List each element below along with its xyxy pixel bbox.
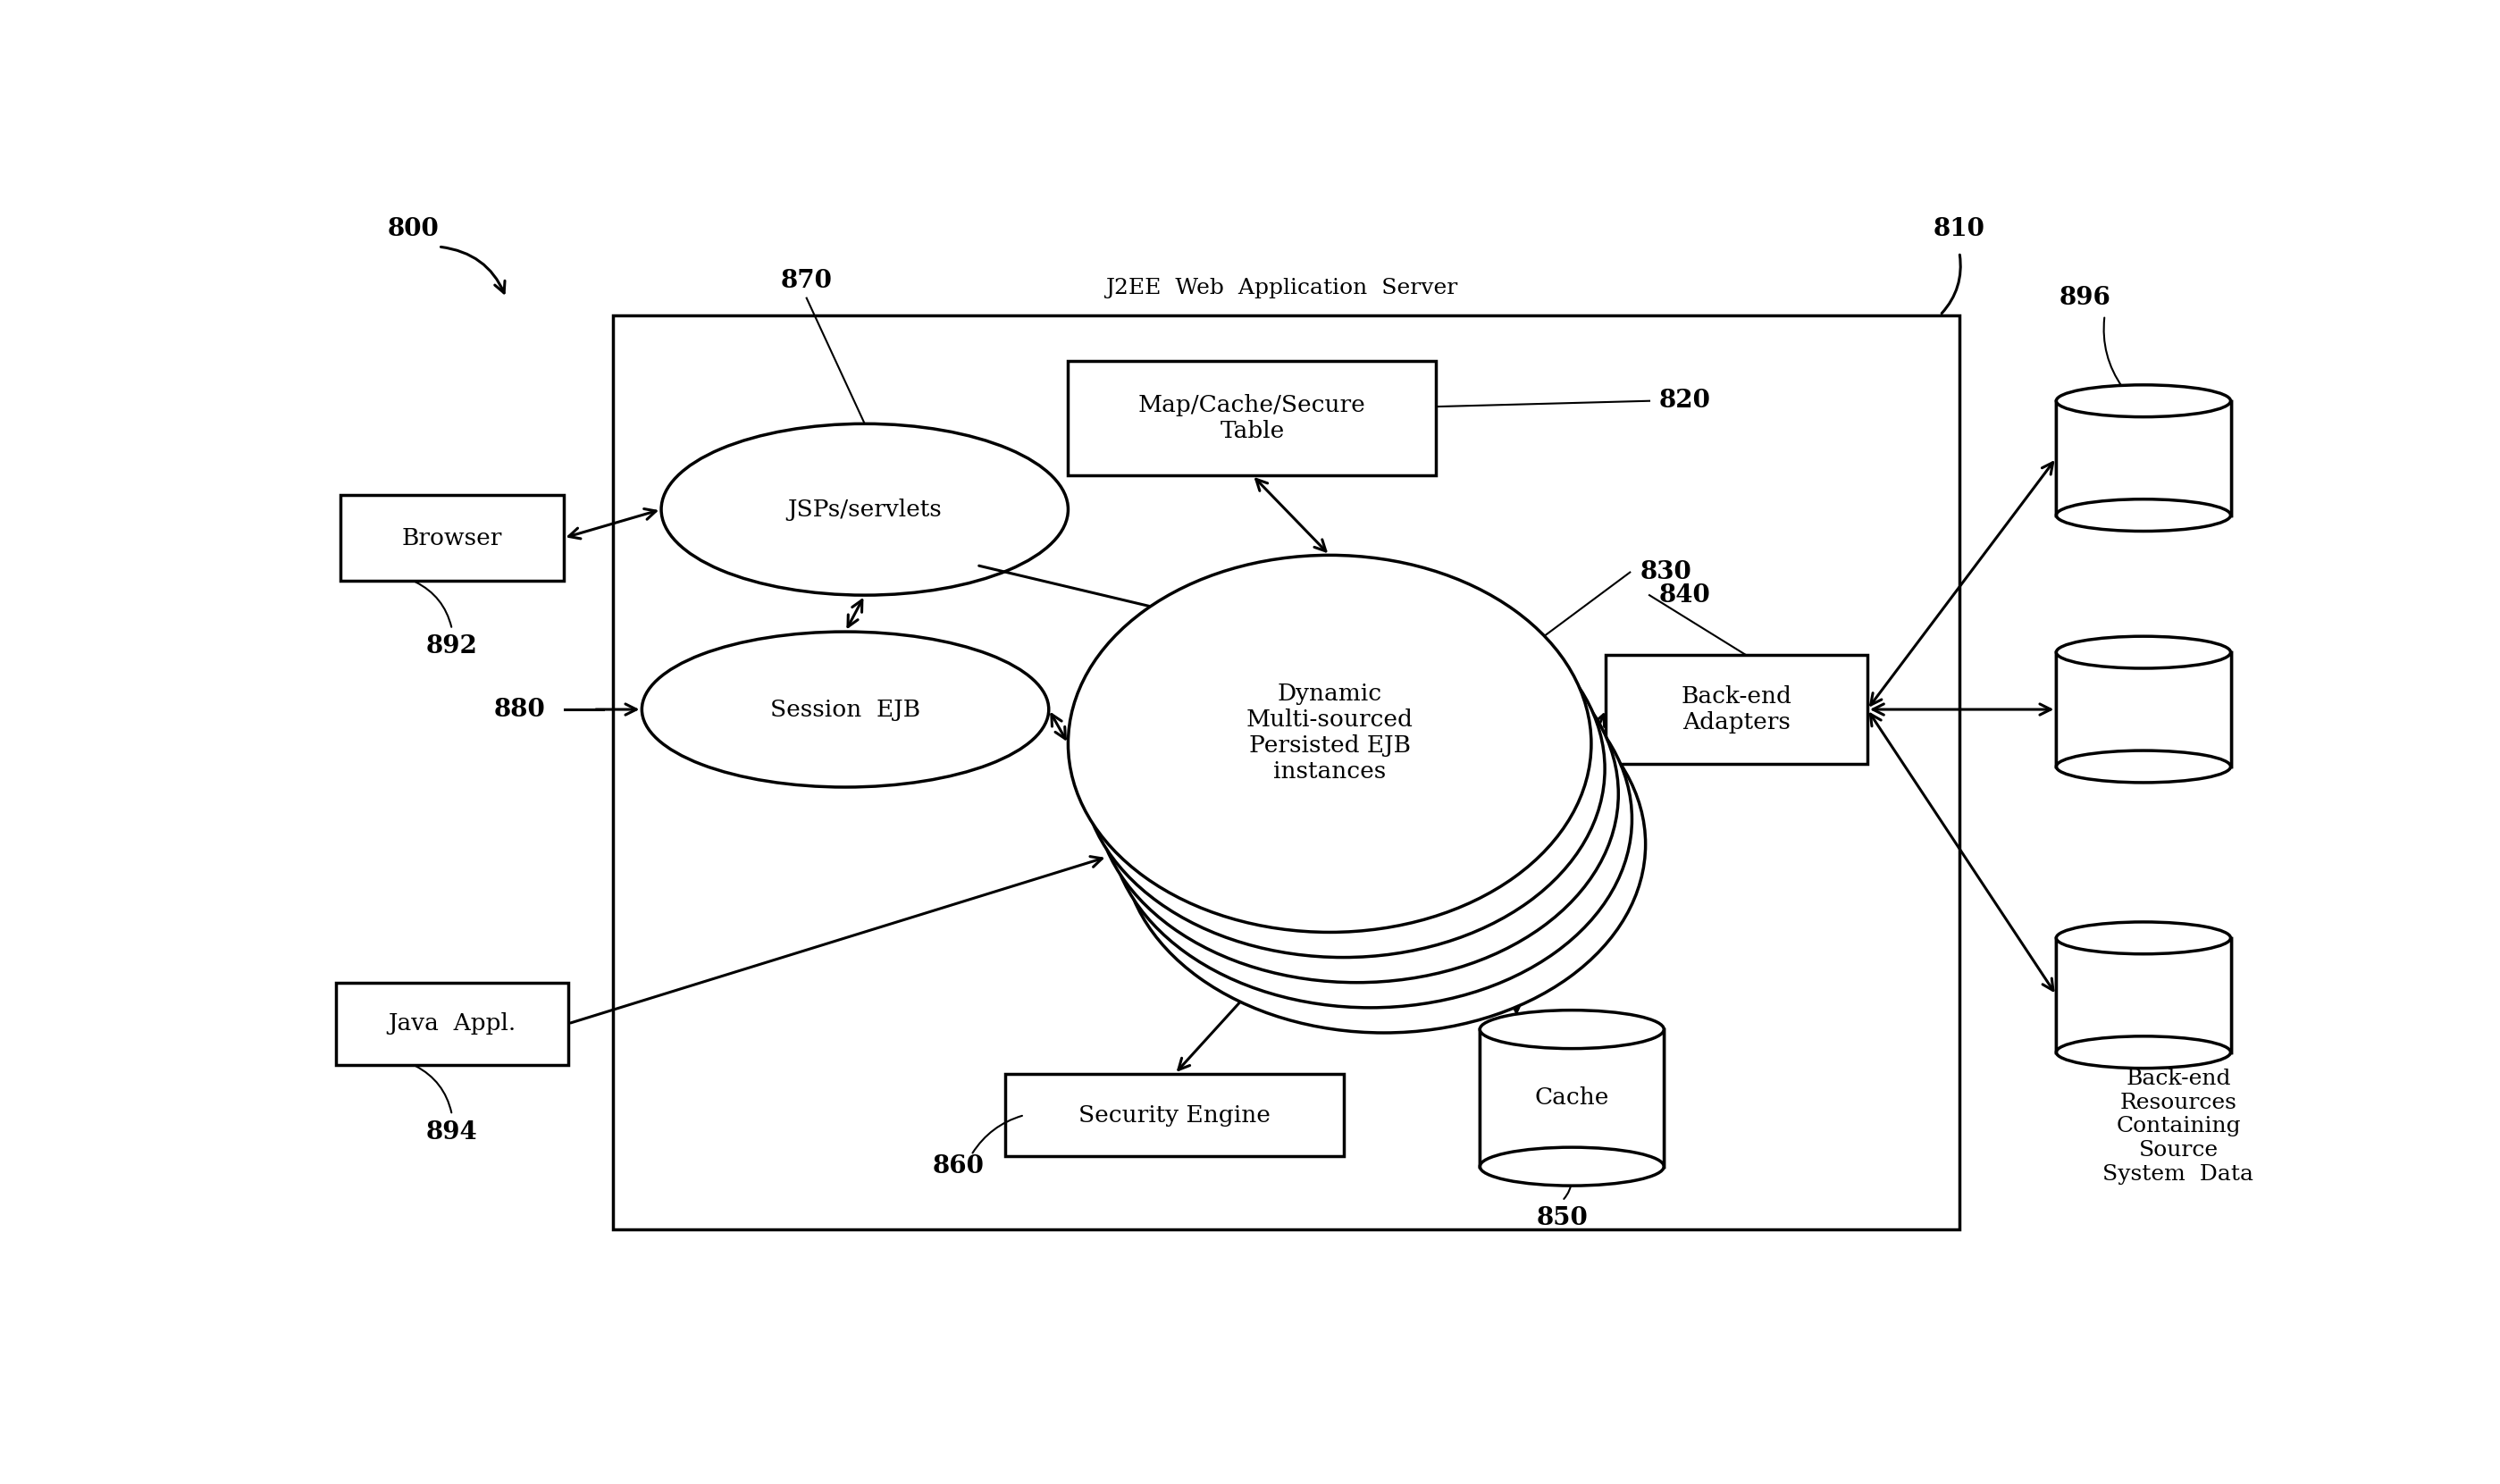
Ellipse shape (2055, 922, 2230, 954)
Ellipse shape (1095, 605, 1618, 982)
Ellipse shape (642, 632, 1050, 787)
Text: 896: 896 (2060, 286, 2110, 310)
Ellipse shape (1480, 1011, 1665, 1049)
Ellipse shape (2055, 637, 2230, 668)
Ellipse shape (1110, 631, 1632, 1008)
Text: Session  EJB: Session EJB (770, 699, 920, 721)
Ellipse shape (2055, 384, 2230, 417)
Bar (2055, 938, 2230, 1052)
Text: 830: 830 (1640, 561, 1692, 585)
Text: Browser: Browser (402, 527, 502, 549)
Text: Security Engine: Security Engine (1078, 1104, 1270, 1126)
Bar (2055, 401, 2230, 515)
Bar (1068, 361, 1438, 475)
Bar (340, 496, 562, 580)
Text: J2EE  Web  Application  Server: J2EE Web Application Server (1105, 278, 1458, 298)
Ellipse shape (2055, 1036, 2230, 1068)
Text: 860: 860 (932, 1155, 985, 1178)
Bar (1005, 1074, 1345, 1156)
Ellipse shape (2055, 499, 2230, 531)
Text: Back-end
Resources
Containing
Source
System  Data: Back-end Resources Containing Source Sys… (2102, 1068, 2255, 1184)
Bar (1605, 654, 1867, 764)
Text: 892: 892 (425, 635, 478, 659)
Text: 894: 894 (425, 1120, 478, 1144)
Ellipse shape (660, 424, 1068, 595)
Bar (2055, 653, 2230, 767)
Bar (1480, 1030, 1665, 1166)
Ellipse shape (1480, 1147, 1665, 1186)
Text: Dynamic
Multi-sourced
Persisted EJB
instances: Dynamic Multi-sourced Persisted EJB inst… (1245, 683, 1412, 782)
Text: Map/Cache/Secure
Table: Map/Cache/Secure Table (1138, 393, 1365, 442)
Ellipse shape (1123, 656, 1645, 1033)
Text: 880: 880 (492, 697, 545, 721)
Ellipse shape (1068, 555, 1592, 932)
Bar (612, 315, 1960, 1229)
Text: Cache: Cache (1535, 1086, 1610, 1109)
Text: 810: 810 (1933, 218, 1985, 242)
Text: 870: 870 (780, 269, 832, 292)
Text: 850: 850 (1538, 1206, 1588, 1230)
Ellipse shape (1082, 580, 1605, 957)
Text: JSPs/servlets: JSPs/servlets (788, 499, 942, 521)
Text: 800: 800 (388, 218, 440, 242)
Text: Back-end
Adapters: Back-end Adapters (1680, 686, 1792, 733)
Ellipse shape (2055, 751, 2230, 782)
Text: 820: 820 (1660, 389, 1710, 413)
Bar (335, 982, 568, 1066)
Text: 840: 840 (1660, 583, 1710, 607)
Text: Java  Appl.: Java Appl. (388, 1012, 515, 1034)
